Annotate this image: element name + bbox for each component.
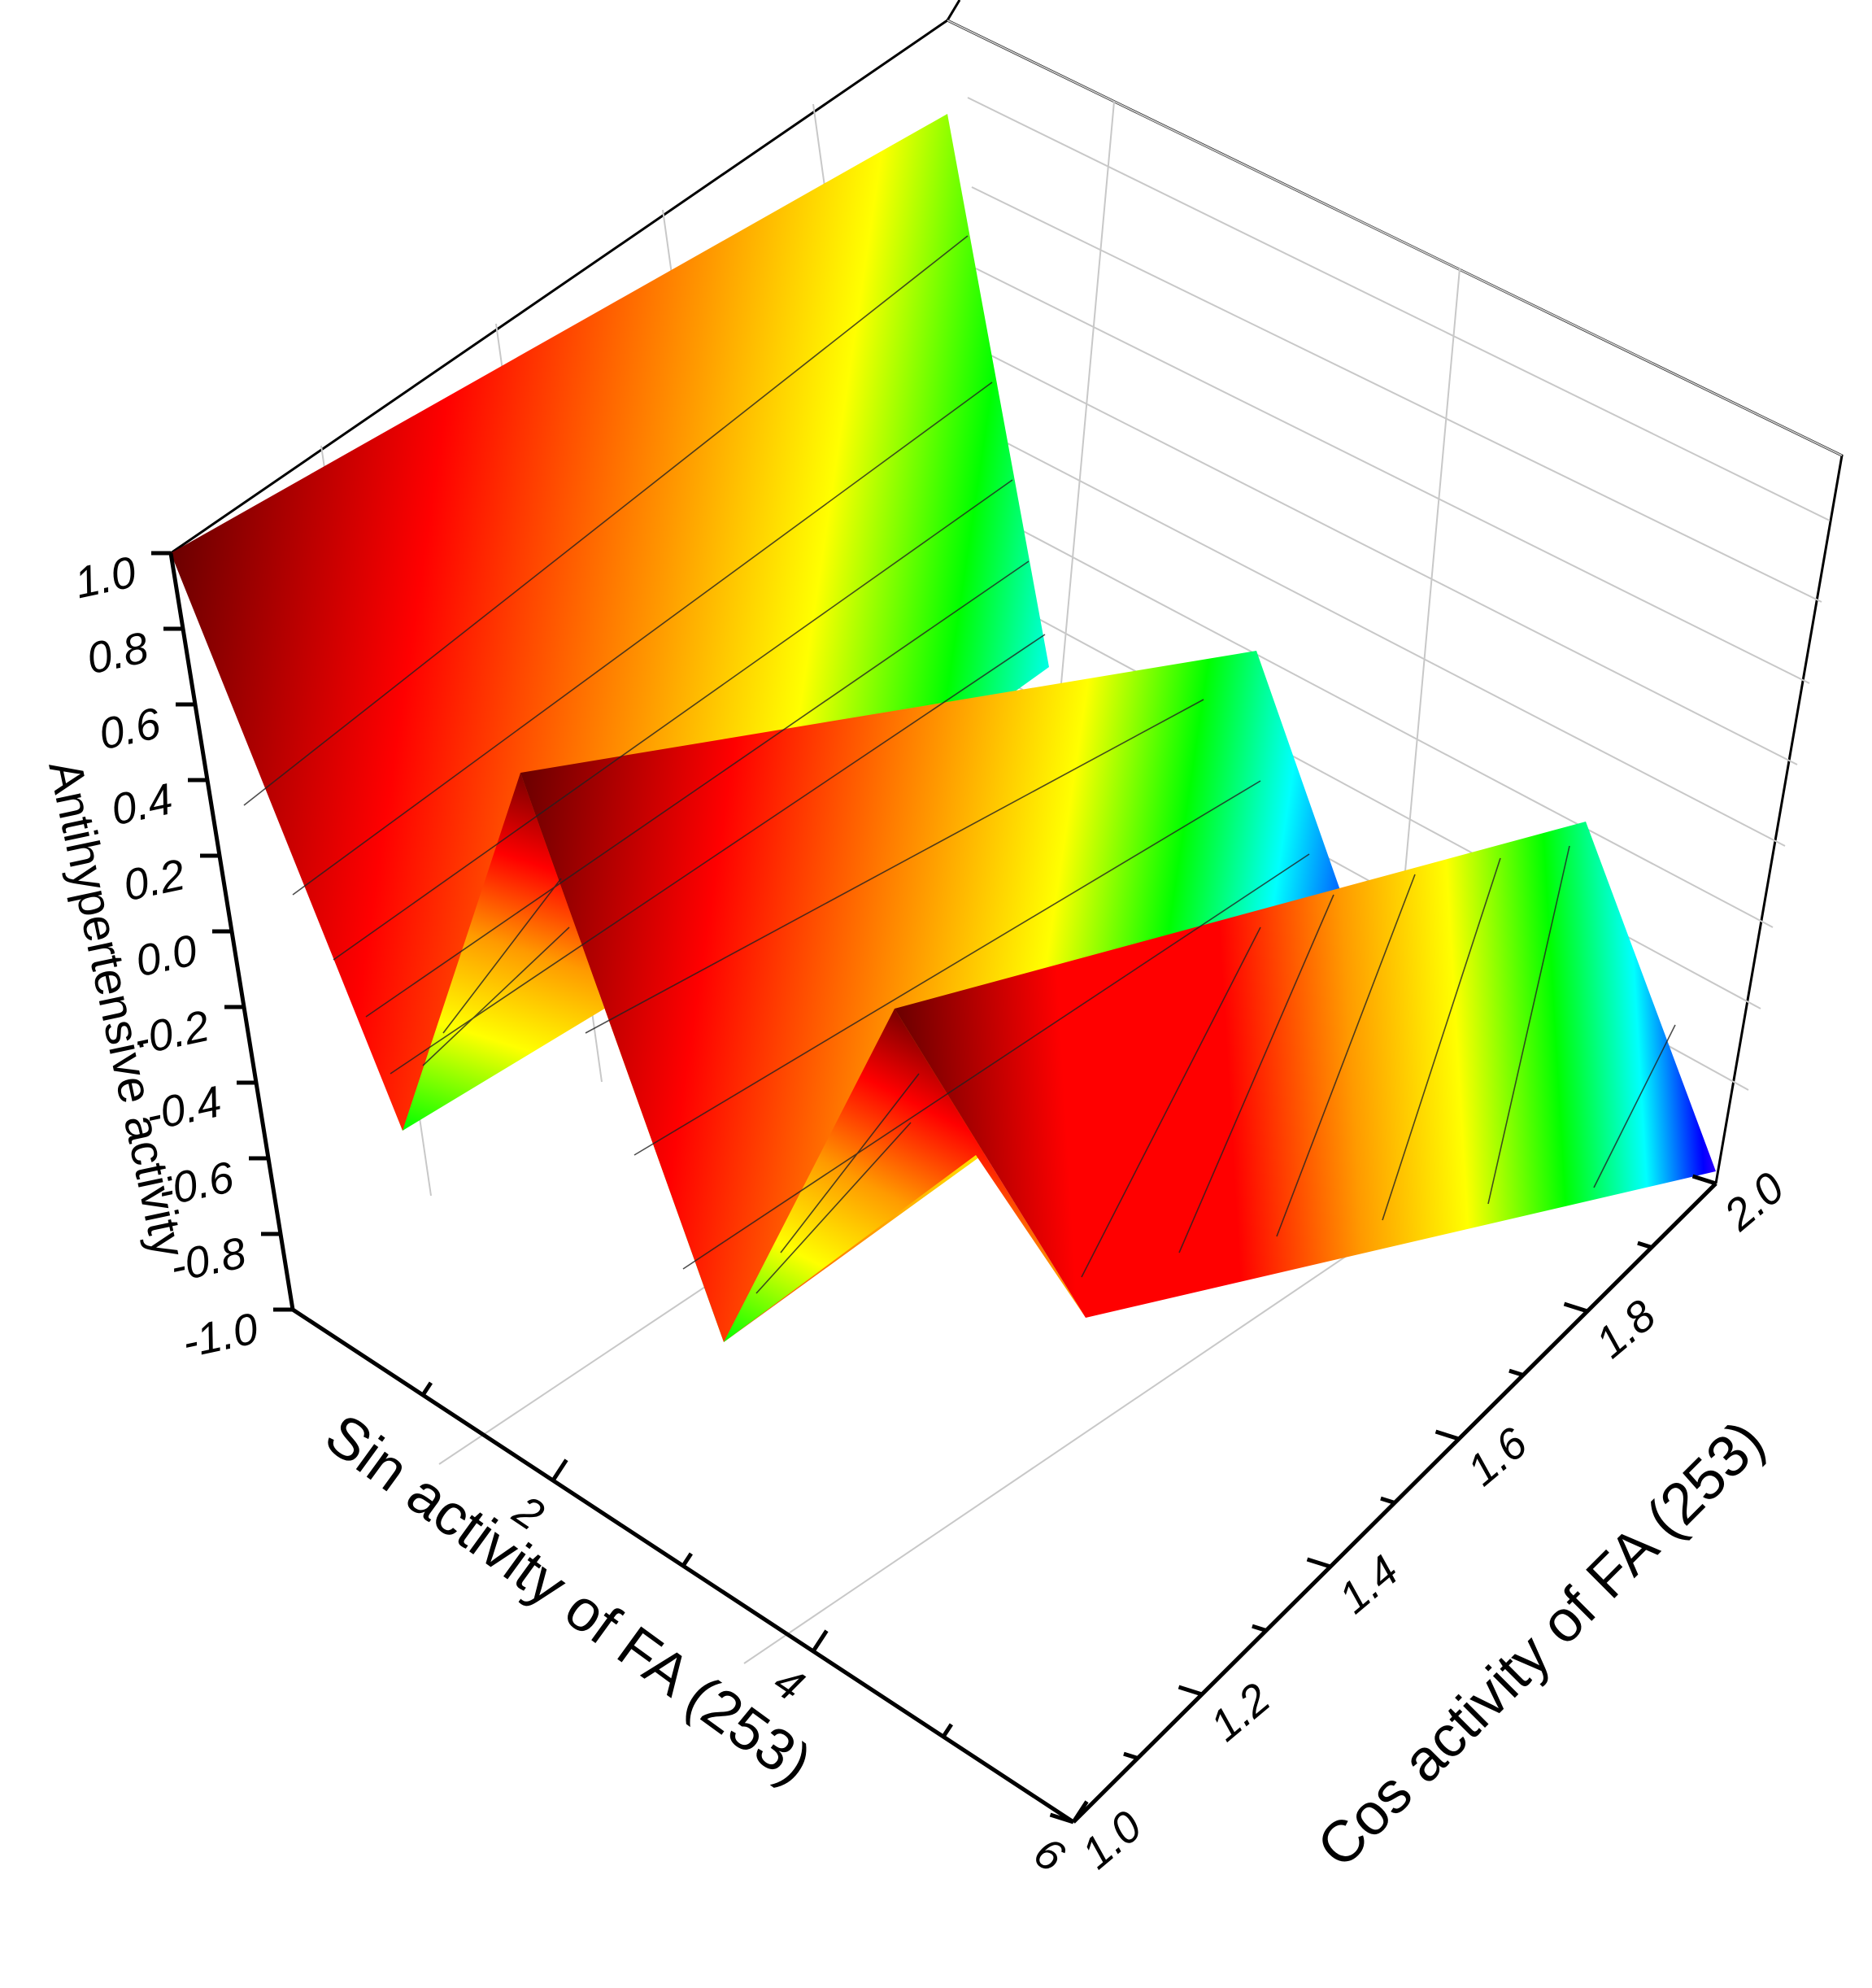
z-axis-tick-label: 0.0 — [132, 926, 202, 986]
y-axis-tick-mark — [1049, 1812, 1074, 1825]
surface-panel-2 — [403, 773, 724, 1342]
x-axis-tick-label: 6 — [1025, 1828, 1073, 1882]
x-axis-tick-mark — [811, 1629, 829, 1653]
y-axis-tick-mark — [1123, 1751, 1138, 1760]
z-axis-tick-label: 0.4 — [107, 774, 177, 835]
z-axis-tick-label: 0.2 — [120, 850, 189, 910]
y-axis-title: Cos activity of FA (253) — [1305, 1408, 1777, 1880]
surface — [171, 114, 1716, 1342]
y-axis-tick-label: 2.0 — [1714, 1163, 1793, 1240]
y-axis-tick-mark — [1380, 1496, 1395, 1505]
surface-panel-5 — [895, 822, 1716, 1318]
surface-panel-3 — [520, 651, 1342, 1342]
z-axis-tick-label: 0.6 — [95, 699, 166, 759]
x-axis-tick-label: 4 — [765, 1657, 812, 1711]
y-axis-tick-mark — [1252, 1624, 1267, 1633]
surface-panel-4 — [724, 1009, 1086, 1342]
y-axis-tick-mark — [1691, 1174, 1717, 1186]
z-axis-tick-label: -1.0 — [178, 1304, 263, 1367]
x-axis-tick-mark — [1071, 1800, 1089, 1824]
x-axis-tick-mark — [551, 1458, 568, 1482]
surface-panel-1 — [171, 114, 1049, 1131]
z-axis-tick-label: 1.0 — [71, 547, 141, 608]
y-axis-tick-mark — [1637, 1240, 1652, 1249]
contour-lines — [243, 235, 1676, 1294]
y-axis-tick-mark — [1508, 1368, 1524, 1377]
x-axis-tick-mark — [941, 1723, 953, 1738]
x-axis-title: Sin activity of FA (253) — [314, 1402, 824, 1797]
z-axis-tick-label: 0.8 — [83, 623, 153, 683]
y-axis-tick-mark — [1306, 1557, 1331, 1569]
y-axis-tick-mark — [1563, 1301, 1588, 1314]
y-axis-tick-mark — [1178, 1685, 1203, 1697]
y-axis-tick-mark — [1434, 1429, 1460, 1441]
x-axis-ticks: 246 — [420, 1381, 1089, 1882]
x-axis-tick-mark — [420, 1381, 433, 1397]
x-axis-tick-mark — [681, 1552, 693, 1567]
